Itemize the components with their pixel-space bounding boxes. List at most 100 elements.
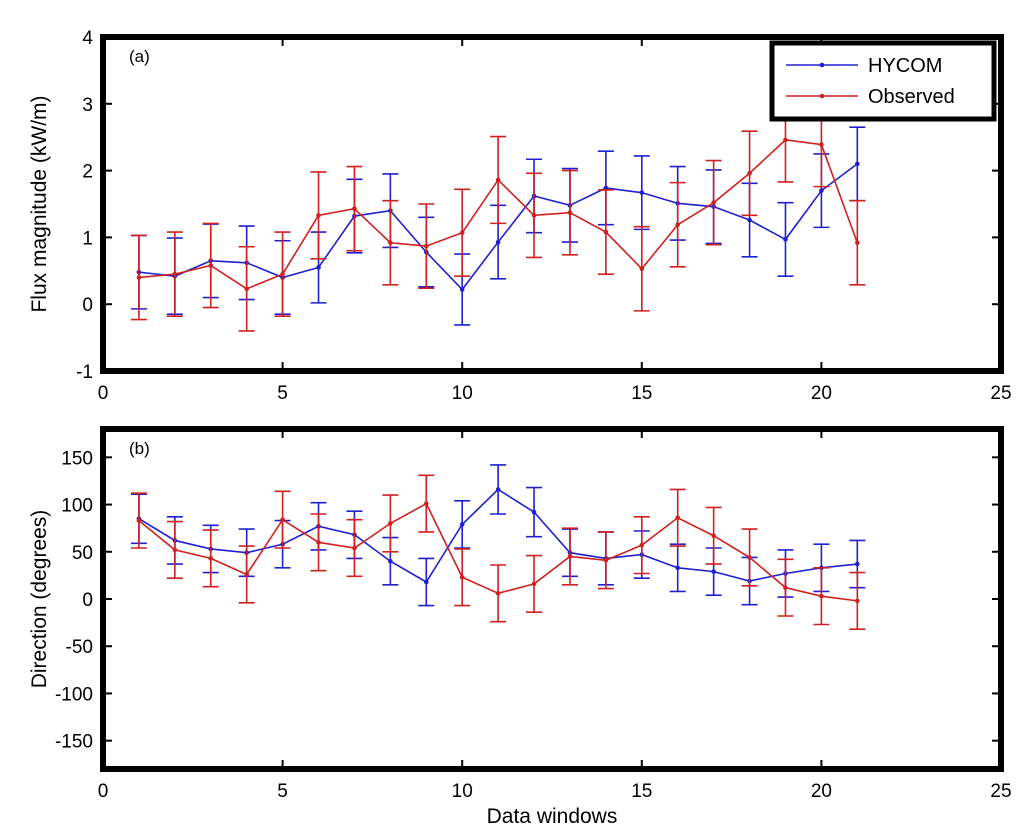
data-point <box>208 263 214 268</box>
x-tick-label: 10 <box>452 781 473 802</box>
data-point <box>747 555 752 560</box>
data-point <box>136 518 142 523</box>
y-tick-label: 0 <box>82 295 93 316</box>
data-point <box>675 222 681 228</box>
data-point <box>711 569 716 574</box>
data-point <box>423 501 429 506</box>
data-point <box>783 585 788 590</box>
data-point <box>459 230 465 236</box>
data-point <box>783 137 788 143</box>
data-point <box>603 229 609 235</box>
data-point <box>495 177 501 183</box>
data-point <box>459 522 465 527</box>
legend: HYCOM Observed <box>769 40 997 122</box>
data-point <box>567 210 573 215</box>
legend-box <box>769 40 997 122</box>
data-point <box>855 561 860 567</box>
plot-frame <box>100 34 1004 374</box>
y-tick-label: 2 <box>82 162 93 183</box>
data-point <box>316 265 321 270</box>
legend-entry-label: HYCOM <box>868 55 942 77</box>
data-point <box>388 521 393 526</box>
data-point <box>388 558 393 564</box>
data-point <box>675 515 681 521</box>
data-point <box>819 188 824 193</box>
data-point <box>459 574 465 580</box>
x-axis-title: Data windows <box>487 805 618 828</box>
y-tick-label: -150 <box>55 732 93 753</box>
data-point <box>567 554 573 559</box>
y-tick-label: -100 <box>55 684 93 705</box>
data-point <box>388 240 393 246</box>
data-point <box>711 200 716 205</box>
data-point <box>244 572 249 577</box>
data-point <box>603 557 609 563</box>
data-point <box>244 286 249 292</box>
data-point <box>747 217 752 223</box>
data-point <box>459 287 465 292</box>
data-point <box>280 517 285 522</box>
data-point <box>639 542 645 548</box>
data-point <box>172 271 178 277</box>
data-point <box>423 579 429 585</box>
legend-marker <box>819 62 825 68</box>
data-point <box>316 540 321 545</box>
data-point <box>423 243 429 249</box>
data-point <box>639 266 645 272</box>
y-tick-label: 50 <box>72 543 93 564</box>
x-tick-label: 15 <box>631 781 652 802</box>
data-point <box>316 213 321 218</box>
y-axis-title: Direction (degrees) <box>28 510 51 689</box>
x-tick-label: 15 <box>631 383 652 404</box>
data-point <box>531 509 537 515</box>
data-point <box>495 487 501 492</box>
x-tick-label: 0 <box>98 383 109 404</box>
x-tick-label: 0 <box>98 781 109 802</box>
x-tick-label: 5 <box>277 781 288 802</box>
y-tick-label: 150 <box>61 448 93 469</box>
x-tick-label: 5 <box>277 383 288 404</box>
y-tick-label: -1 <box>76 362 93 383</box>
data-point <box>495 591 501 596</box>
panel-b-direction: 0 5 10 15 20 25 -150 -100 -50 0 50 100 150 (b) Directi… <box>28 426 1012 828</box>
data-point <box>531 581 537 587</box>
data-point <box>675 565 681 571</box>
data-point <box>855 240 860 246</box>
x-tick-label: 10 <box>452 383 473 404</box>
y-tick-label: 3 <box>82 95 93 116</box>
legend-marker <box>819 93 825 99</box>
legend-entry-label: Observed <box>868 86 955 108</box>
panel-label: (a) <box>129 47 150 66</box>
data-point <box>747 170 752 176</box>
panel-label: (b) <box>129 439 150 458</box>
x-tick-label: 20 <box>811 781 832 802</box>
data-point <box>639 190 645 195</box>
data-point <box>855 598 860 604</box>
data-point <box>783 237 788 242</box>
y-axis-title: Flux magnitude (kW/m) <box>28 95 51 312</box>
data-point <box>855 161 860 167</box>
data-point <box>352 545 357 551</box>
data-point <box>819 593 824 599</box>
data-point <box>495 239 501 245</box>
data-point <box>352 206 357 211</box>
data-point <box>603 185 609 191</box>
x-tick-label: 25 <box>990 383 1011 404</box>
data-point <box>136 275 142 280</box>
data-point <box>172 547 178 553</box>
data-point <box>711 533 716 539</box>
data-point <box>208 556 214 561</box>
y-tick-label: 4 <box>82 28 93 49</box>
y-tick-label: -50 <box>66 637 93 658</box>
data-point <box>819 142 824 147</box>
y-tick-label: 0 <box>82 590 93 611</box>
data-point <box>531 213 537 218</box>
series-observed <box>130 474 866 631</box>
x-tick-label: 20 <box>811 383 832 404</box>
y-tick-label: 1 <box>82 228 93 249</box>
x-tick-label: 25 <box>990 781 1011 802</box>
data-point <box>280 271 285 277</box>
